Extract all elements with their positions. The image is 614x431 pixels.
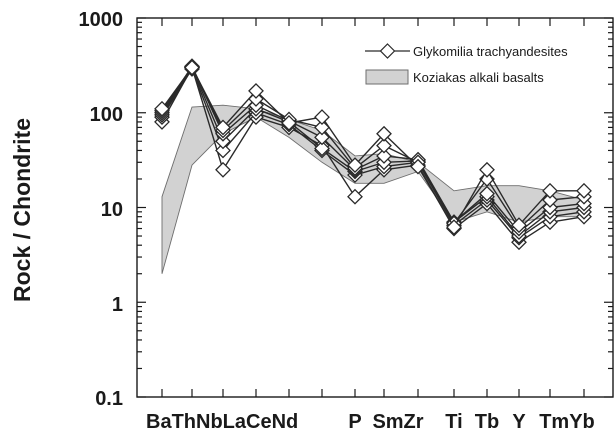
x-tick-label-group-sm-zr: SmZr (372, 411, 423, 431)
legend-label-alkali-basalts: Koziakas alkali basalts (413, 70, 544, 85)
legend: Glykomilia trachyandesites Koziakas alka… (365, 43, 568, 85)
series-6-point-ce (281, 115, 297, 131)
x-tick-label-group-tm-yb: TmYb (539, 411, 595, 431)
series-6-point-nb (215, 119, 231, 136)
series-1-point-p (347, 188, 363, 205)
legend-diamond-marker (379, 43, 396, 59)
series-6-point-th (184, 59, 200, 76)
y-tick-label-1: 1 (112, 294, 123, 316)
series-6-point-tm (542, 182, 558, 199)
series-layer (154, 58, 592, 251)
series-6-point-sm (376, 125, 392, 142)
legend-band-swatch (365, 69, 409, 85)
series-6 (154, 59, 592, 236)
y-tick-label-layer: 1000 100 10 1 0.1 (79, 9, 124, 410)
x-tick-label-p: P (348, 411, 361, 431)
series-6-point-nd (314, 109, 330, 126)
series-6-point-la (248, 82, 264, 99)
series-6-point-ti (446, 219, 462, 236)
y-tick-label-10: 10 (101, 199, 123, 221)
series-5-point-sm (376, 137, 392, 154)
y-axis-label: Rock / Chondrite (9, 118, 35, 302)
y-tick-label-100: 100 (90, 104, 123, 126)
series-6-point-tb (479, 161, 495, 178)
series-4-point-sm (376, 148, 392, 164)
x-tick-label-layer: BaThNbLaCeNd P SmZr Ti Tb Y TmYb (146, 411, 595, 431)
series-6-point-ba (154, 100, 170, 117)
tick-layer (137, 17, 613, 398)
series-2-point-nb (215, 142, 231, 159)
legend-label-trachyandesites: Glykomilia trachyandesites (413, 44, 568, 59)
series-6-point-yb (576, 182, 592, 199)
x-tick-label-y: Y (512, 411, 526, 431)
series-6-line (161, 66, 584, 228)
series-5-point-tm (542, 192, 558, 208)
y-tick-label-1000: 1000 (79, 9, 124, 31)
x-tick-label-group-ba-nd: BaThNbLaCeNd (146, 411, 298, 431)
series-4-point-tb (479, 185, 495, 202)
series-6-point-p (347, 157, 363, 174)
y-tick-label-0-1: 0.1 (95, 388, 123, 410)
series-6-point-zr (410, 158, 426, 175)
series-6-point-y (511, 217, 527, 234)
series-4-point-nd (314, 129, 330, 146)
x-tick-label-tb: Tb (475, 411, 499, 431)
series-3-point-nd (314, 140, 330, 157)
series-1-point-nb (215, 161, 231, 178)
x-tick-label-ti: Ti (445, 411, 462, 431)
